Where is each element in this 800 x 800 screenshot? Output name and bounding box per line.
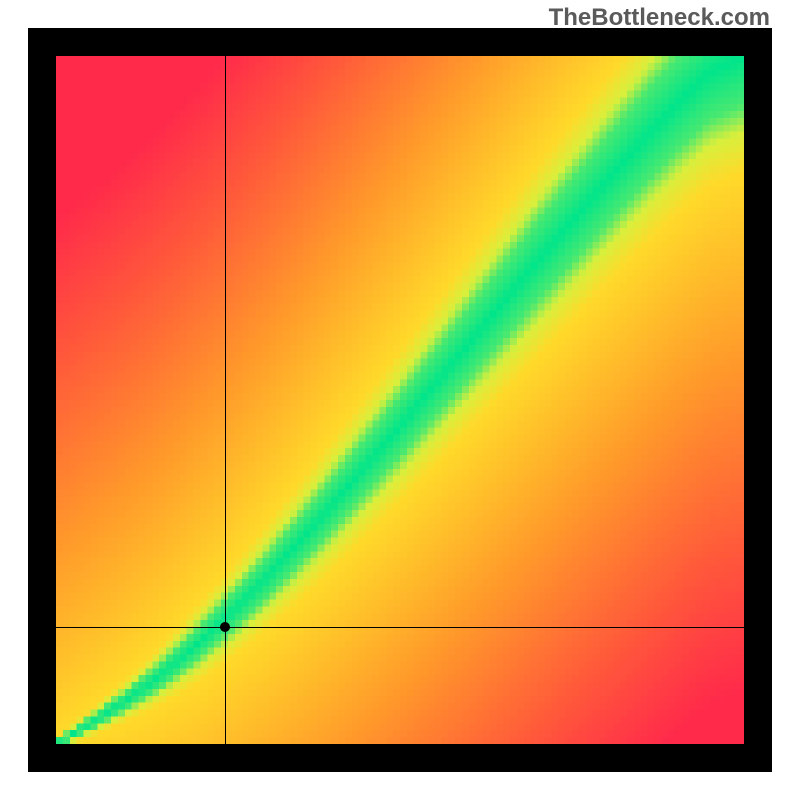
marker-point [220,622,230,632]
chart-container: TheBottleneck.com [0,0,800,800]
watermark-text: TheBottleneck.com [549,4,770,32]
chart-frame [28,28,772,772]
crosshair-vertical [225,56,226,744]
crosshair-horizontal [56,627,744,628]
heatmap-canvas [56,56,744,744]
